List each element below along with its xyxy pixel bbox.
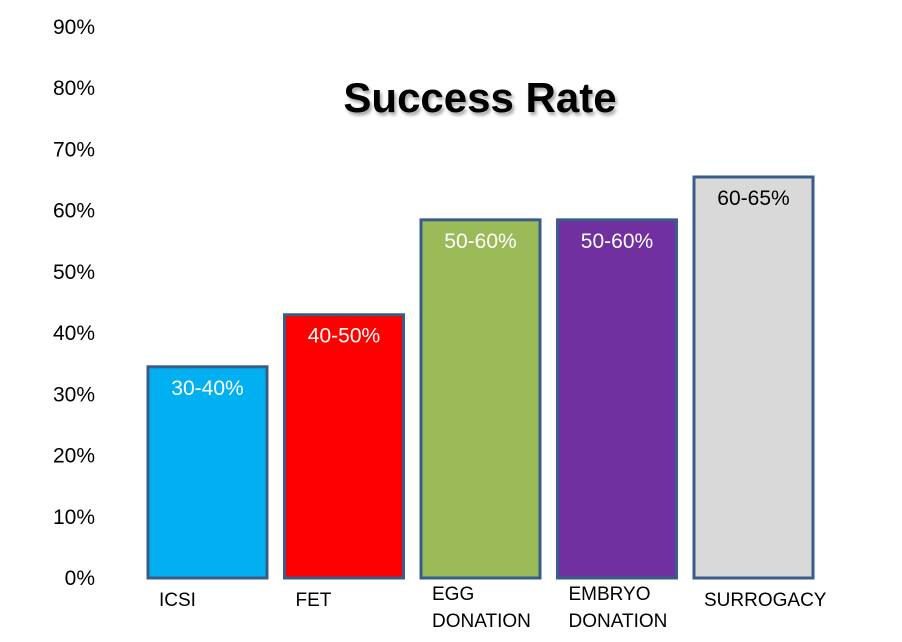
y-tick-label: 70% xyxy=(53,138,95,161)
bar xyxy=(283,313,405,580)
data-label: 30-40% xyxy=(171,377,243,400)
bar xyxy=(419,218,542,580)
data-label: 60-65% xyxy=(717,187,789,210)
chart-title: Success Rate xyxy=(343,74,616,121)
category-label: SURROGACY xyxy=(704,590,827,611)
y-tick-label: 90% xyxy=(53,16,95,39)
y-tick-label: 60% xyxy=(53,200,95,223)
y-tick-label: 0% xyxy=(65,567,95,590)
y-tick-label: 50% xyxy=(53,261,95,284)
category-labels: ICSI FET EGG DONATION EMBRYO DONATION SURROGAC… xyxy=(159,584,827,632)
y-tick-label: 20% xyxy=(53,445,95,468)
category-label: EGG DONATION xyxy=(432,584,531,632)
category-label: FET xyxy=(296,590,332,611)
category-label: ICSI xyxy=(159,590,196,611)
y-tick-label: 80% xyxy=(53,77,95,100)
category-label: EMBRYO DONATION xyxy=(569,584,668,632)
y-tick-label: 10% xyxy=(53,506,95,529)
data-label: 40-50% xyxy=(308,325,380,348)
bar xyxy=(692,175,815,580)
y-tick-label: 40% xyxy=(53,322,95,345)
data-label: 50-60% xyxy=(444,230,516,253)
bar xyxy=(146,365,269,580)
data-label: 50-60% xyxy=(581,230,653,253)
y-tick-label: 30% xyxy=(53,383,95,406)
y-axis: 0% 10% 20% 30% 40% 50% 60% 70% 80% 90% xyxy=(53,16,95,590)
bar xyxy=(556,218,678,580)
bars: 30-40% 40-50% 50-60% 50-60% 60-65% xyxy=(146,175,815,580)
